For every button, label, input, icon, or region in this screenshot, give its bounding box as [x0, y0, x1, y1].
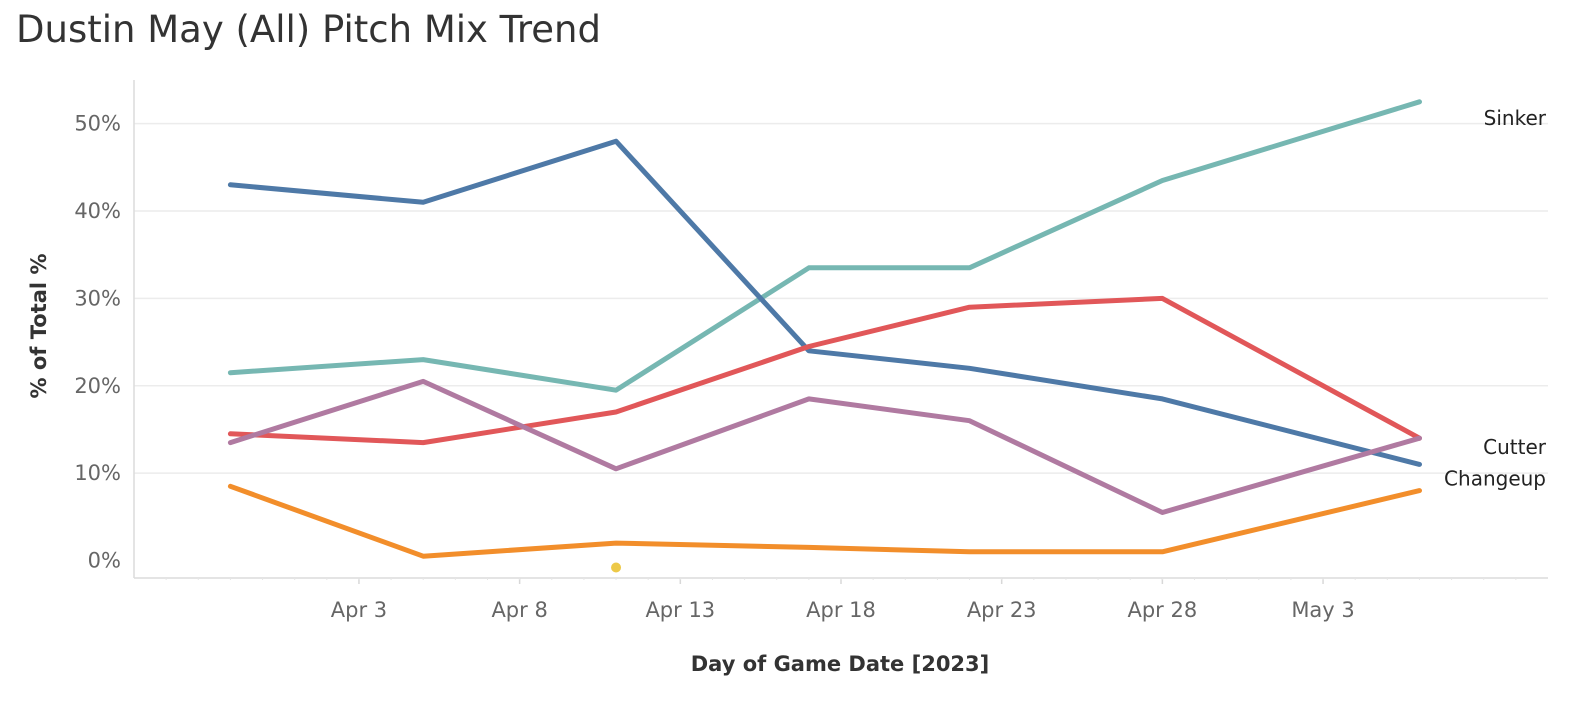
series-label-sinker: Sinker — [1484, 106, 1547, 130]
series-line-sinker — [227, 99, 1422, 393]
data-point — [611, 562, 622, 573]
series-label-cutter: Cutter — [1483, 435, 1547, 459]
chart-title: Dustin May (All) Pitch Mix Trend — [16, 8, 601, 51]
y-tick-labels: 0% 10% 20% 30% 40% 50% — [74, 112, 121, 573]
x-tick-label: Apr 13 — [645, 598, 715, 622]
series-line-blue — [227, 138, 1422, 467]
y-tick-label: 40% — [74, 199, 121, 223]
grid — [134, 122, 1548, 474]
y-tick-label: 50% — [74, 112, 121, 136]
y-axis-title: % of Total % — [27, 254, 51, 399]
axes — [133, 80, 1548, 579]
y-tick-label: 30% — [74, 286, 121, 310]
series-line-purple — [227, 378, 1422, 515]
x-tick-label: Apr 18 — [806, 598, 876, 622]
x-tick-labels: Apr 3 Apr 8 Apr 13 Apr 18 Apr 23 Apr 28 May 3 — [165, 578, 1517, 622]
x-tick-label: Apr 28 — [1127, 598, 1197, 622]
y-tick-label: 20% — [74, 374, 121, 398]
x-tick-label: May 3 — [1291, 598, 1354, 622]
series-label-changeup: Changeup — [1444, 467, 1546, 491]
x-axis-title: Day of Game Date [2023] — [691, 652, 990, 676]
series-line-changeup — [227, 483, 1422, 559]
x-tick-label: Apr 3 — [331, 598, 387, 622]
y-tick-label: 0% — [88, 549, 121, 573]
x-tick-label: Apr 23 — [967, 598, 1037, 622]
y-tick-label: 10% — [74, 461, 121, 485]
series-lines — [227, 99, 1422, 559]
series-line-cutter — [227, 295, 1422, 446]
series-labels: Sinker Cutter Changeup — [1444, 106, 1547, 491]
x-tick-label: Apr 8 — [491, 598, 547, 622]
series-points — [611, 562, 622, 573]
